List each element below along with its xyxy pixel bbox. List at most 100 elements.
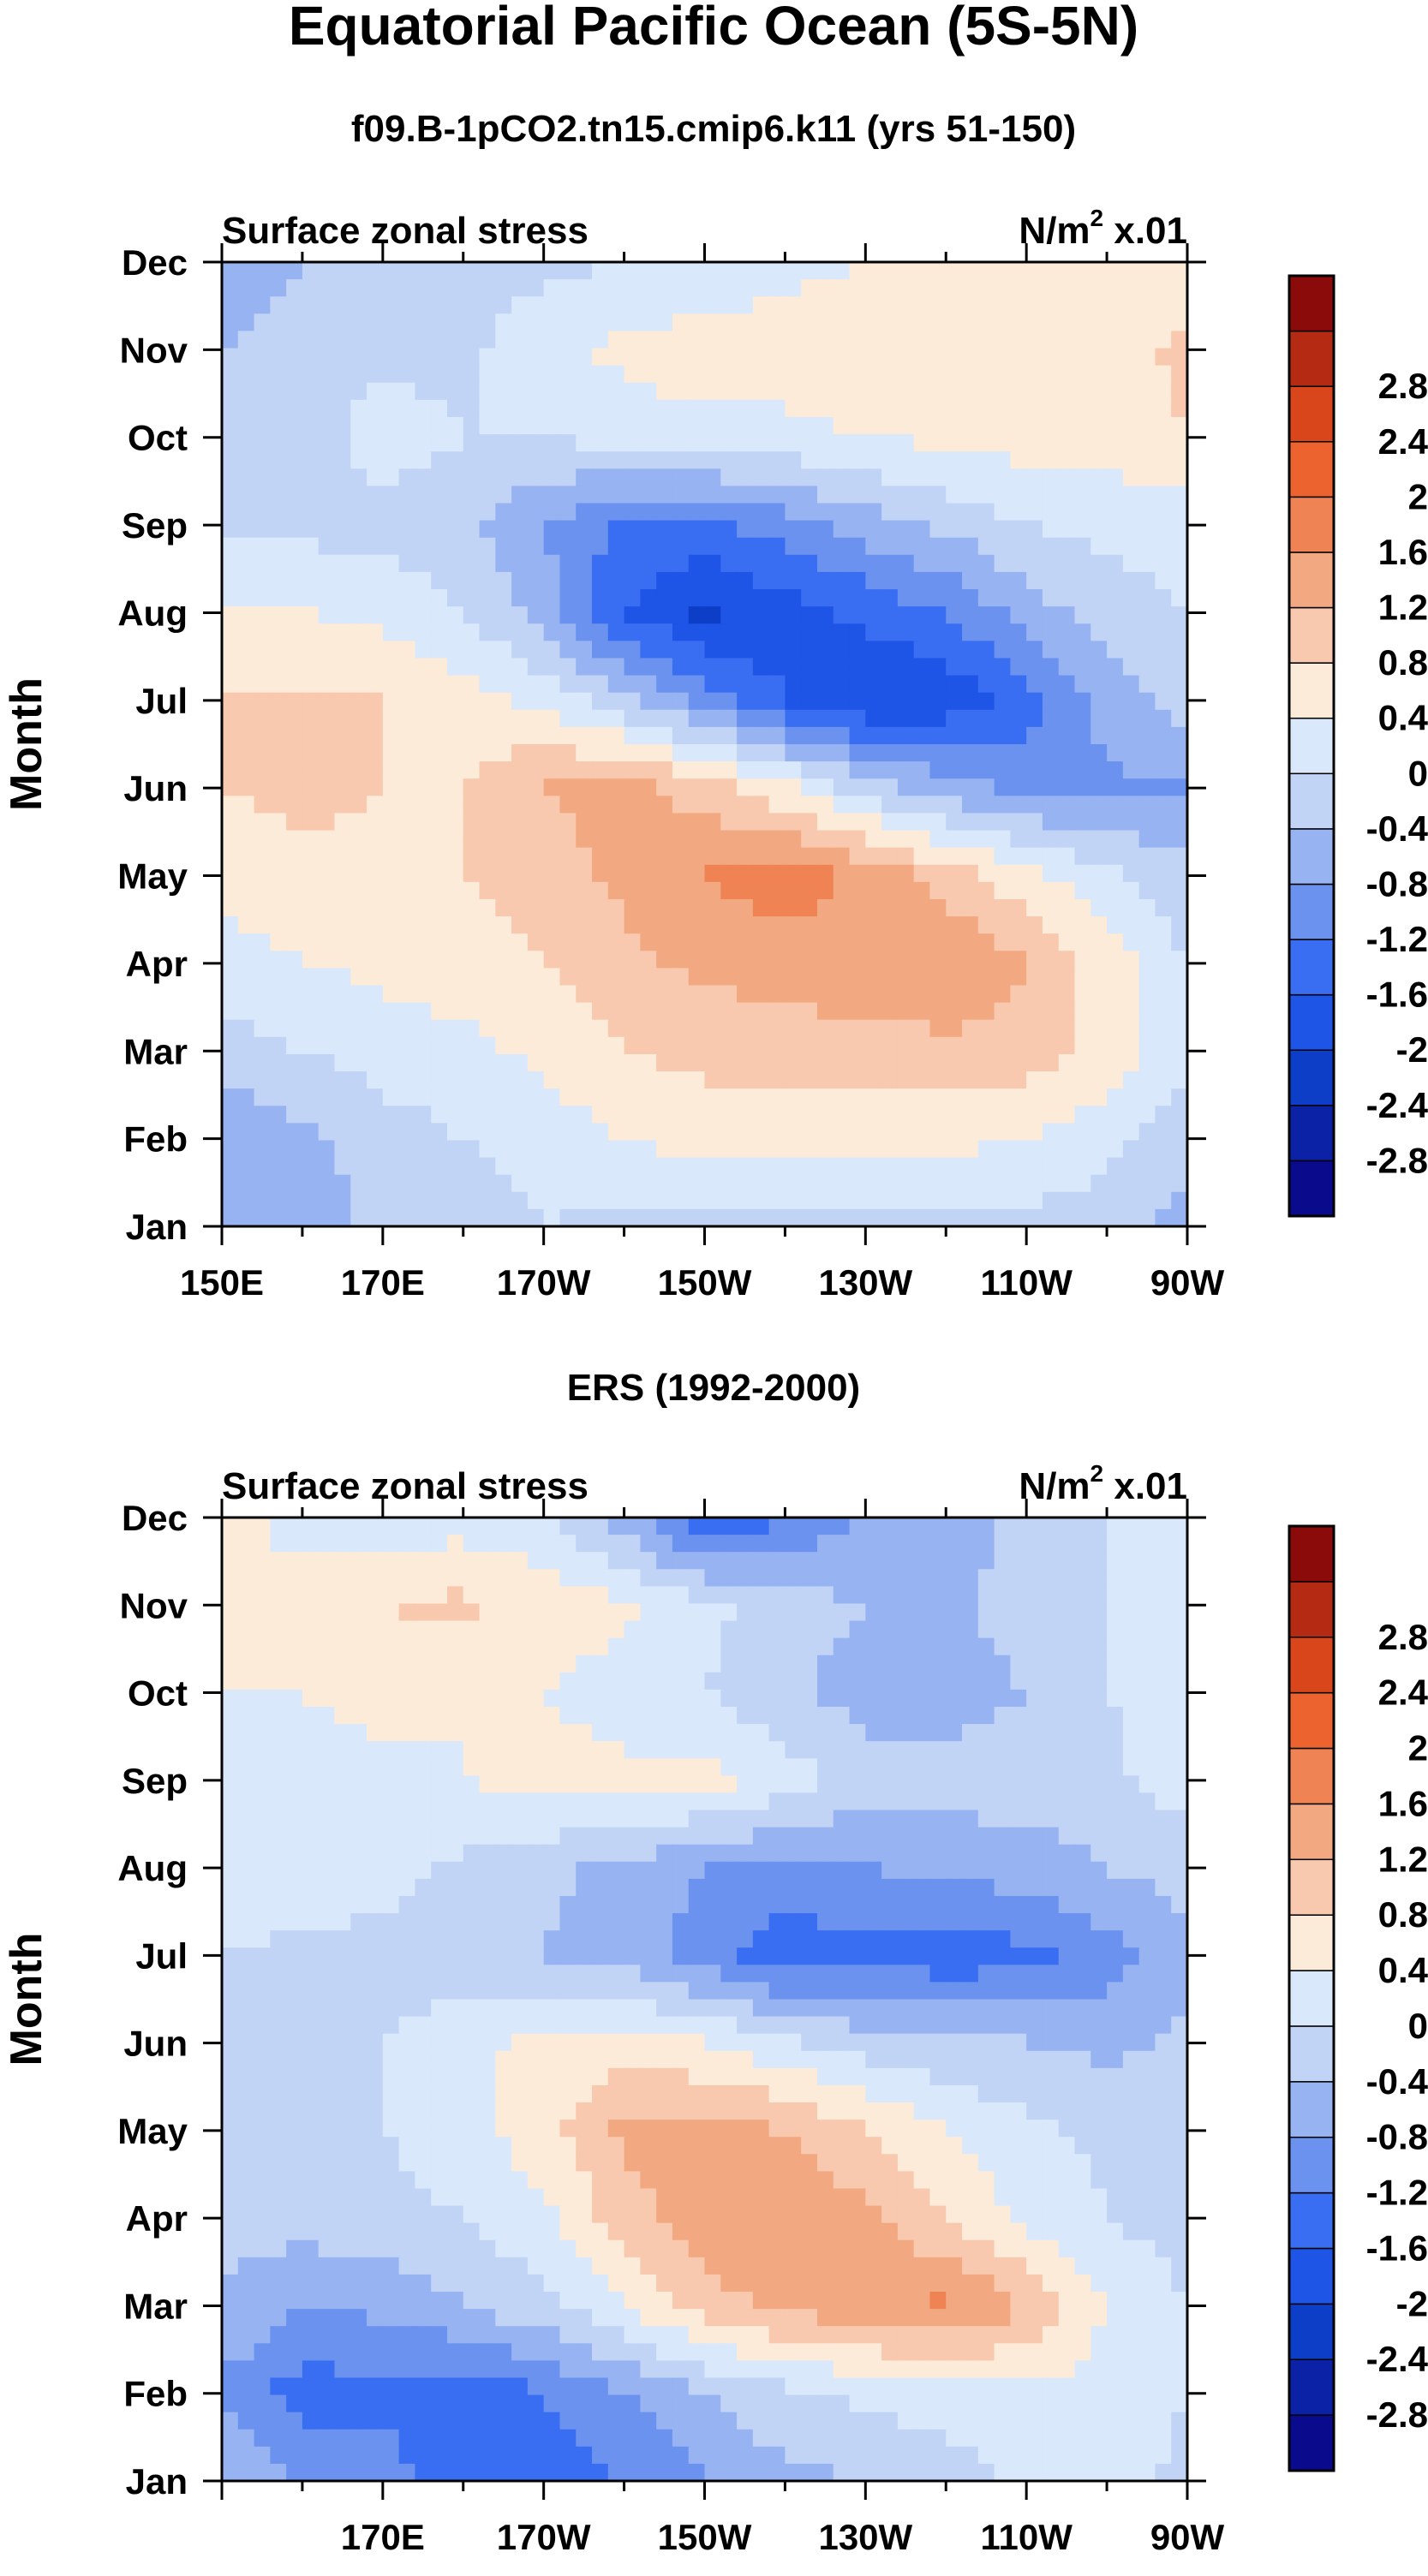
contour-cell <box>286 606 303 624</box>
contour-cell <box>398 1861 415 1880</box>
contour-cell <box>350 985 367 1004</box>
contour-cell <box>656 1106 673 1124</box>
contour-cell <box>254 1724 271 1742</box>
contour-cell <box>1122 1913 1140 1931</box>
contour-cell <box>1107 968 1124 987</box>
contour-cell <box>302 881 320 900</box>
contour-cell <box>720 434 738 452</box>
contour-cell <box>881 1724 899 1742</box>
contour-cell <box>704 692 721 711</box>
contour-cell <box>672 1019 690 1038</box>
contour-cell <box>833 1930 851 1948</box>
contour-cell <box>1026 1552 1043 1570</box>
contour-cell <box>511 709 529 728</box>
contour-cell <box>576 881 593 900</box>
contour-cell <box>1138 434 1156 452</box>
contour-cell <box>865 331 882 349</box>
contour-cell <box>929 503 947 522</box>
contour-cell <box>446 692 464 711</box>
contour-cell <box>624 1724 641 1742</box>
contour-cell <box>431 847 448 866</box>
contour-cell <box>1058 1637 1076 1656</box>
contour-cell <box>1074 1878 1091 1897</box>
contour-cell <box>737 606 754 624</box>
contour-cell <box>479 1123 496 1142</box>
contour-cell <box>334 1895 351 1914</box>
contour-cell <box>1042 1620 1060 1639</box>
contour-cell <box>1138 1810 1156 1828</box>
contour-cell <box>318 623 336 641</box>
contour-cell <box>977 641 995 659</box>
contour-cell <box>1155 1895 1172 1914</box>
contour-cell <box>1171 658 1188 677</box>
contour-cell <box>592 1191 609 1210</box>
contour-cell <box>1122 778 1140 796</box>
contour-cell <box>785 1844 802 1863</box>
contour-cell <box>929 1689 947 1708</box>
contour-cell <box>334 744 351 762</box>
contour-cell <box>270 623 287 641</box>
contour-cell <box>237 898 255 917</box>
contour-cell <box>704 1706 721 1725</box>
contour-cell <box>865 1518 882 1535</box>
contour-cell <box>849 1758 866 1776</box>
contour-cell <box>688 1775 706 1794</box>
contour-cell <box>479 1019 496 1038</box>
contour-cell <box>254 1603 271 1622</box>
contour-cell <box>431 1518 448 1535</box>
contour-cell <box>334 1792 351 1811</box>
contour-cell <box>1155 434 1172 452</box>
contour-cell <box>431 1053 448 1072</box>
contour-cell <box>1155 1002 1172 1021</box>
contour-cell <box>865 1689 882 1708</box>
contour-cell <box>1107 1535 1124 1553</box>
contour-cell <box>1171 520 1188 539</box>
contour-cell <box>495 726 512 745</box>
contour-cell <box>624 348 641 367</box>
contour-cell <box>816 726 834 745</box>
contour-cell <box>865 1775 882 1794</box>
contour-cell <box>1010 951 1027 969</box>
contour-cell <box>768 503 786 522</box>
contour-cell <box>1010 365 1027 384</box>
contour-cell <box>302 606 320 624</box>
contour-cell <box>946 726 963 745</box>
contour-cell <box>946 571 963 590</box>
contour-cell <box>752 451 770 469</box>
contour-cell <box>929 468 947 486</box>
contour-cell <box>946 434 963 452</box>
contour-cell <box>576 1724 593 1742</box>
contour-cell <box>1058 1088 1076 1106</box>
contour-cell <box>446 864 464 883</box>
contour-cell <box>737 658 754 677</box>
contour-cell <box>962 985 979 1004</box>
contour-cell <box>977 279 995 297</box>
contour-cell <box>785 1569 802 1587</box>
contour-cell <box>527 1827 545 1846</box>
contour-cell <box>543 761 561 779</box>
contour-cell <box>350 262 367 280</box>
contour-cell <box>431 1088 448 1106</box>
contour-cell <box>415 1002 432 1021</box>
contour-cell <box>1138 1552 1156 1570</box>
contour-cell <box>881 382 899 401</box>
contour-cell <box>254 1174 271 1193</box>
contour-cell <box>527 1672 545 1690</box>
contour-cell <box>495 1775 512 1794</box>
contour-cell <box>318 985 336 1004</box>
contour-cell <box>801 1741 818 1759</box>
contour-cell <box>688 1792 706 1811</box>
contour-cell <box>382 623 400 641</box>
colorbar-swatch <box>1288 275 1335 332</box>
contour-cell <box>849 1123 866 1142</box>
contour-cell <box>801 951 818 969</box>
contour-cell <box>463 382 481 401</box>
contour-cell <box>1138 916 1156 934</box>
contour-cell <box>495 933 512 951</box>
contour-cell <box>913 296 931 314</box>
contour-cell <box>415 503 432 522</box>
contour-cell <box>946 606 963 624</box>
contour-cell <box>592 985 609 1004</box>
contour-cell <box>495 1569 512 1587</box>
contour-cell <box>350 348 367 367</box>
